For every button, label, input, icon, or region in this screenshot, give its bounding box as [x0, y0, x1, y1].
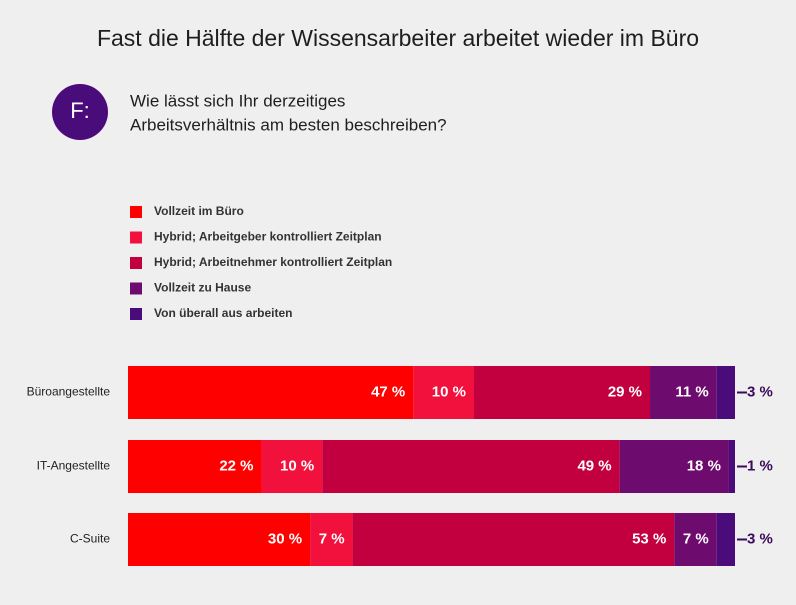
bar-segment: [619, 440, 729, 493]
bar-segment: [674, 513, 717, 566]
value-label: 53 %: [632, 530, 666, 547]
value-label: 7 %: [683, 530, 709, 547]
value-label: 29 %: [608, 383, 642, 400]
bar-segment: [128, 513, 311, 566]
legend-label: Hybrid; Arbeitgeber kontrolliert Zeitpla…: [154, 230, 382, 244]
bar-segment: [650, 366, 717, 419]
bar-segment: [413, 366, 474, 419]
category-label: C-Suite: [70, 532, 110, 546]
value-label: 11 %: [675, 383, 708, 400]
bar-segment: [728, 440, 735, 493]
value-label: 10 %: [432, 383, 466, 400]
legend-swatch: [130, 257, 142, 269]
value-label: 30 %: [268, 530, 302, 547]
bar-segment: [352, 513, 675, 566]
question-badge: [52, 84, 108, 140]
legend-label: Vollzeit zu Hause: [154, 281, 251, 295]
legend-swatch: [130, 308, 142, 320]
value-label: 22 %: [219, 457, 253, 474]
bar-segment: [310, 513, 353, 566]
bar-segment: [261, 440, 323, 493]
bar-segment: [473, 366, 651, 419]
bar-segment: [128, 440, 262, 493]
value-label: 3 %: [747, 383, 773, 400]
legend-label: Von überall aus arbeiten: [154, 306, 292, 320]
bar-segment: [716, 366, 735, 419]
value-label: 47 %: [371, 383, 405, 400]
value-label: 1 %: [747, 457, 773, 474]
legend-swatch: [130, 231, 142, 244]
chart-title: Fast die Hälfte der Wissensarbeiter arbe…: [97, 25, 699, 51]
legend-label: Hybrid; Arbeitnehmer kontrolliert Zeitpl…: [154, 255, 392, 269]
value-label: 10 %: [280, 457, 314, 474]
badge-text: F:: [70, 98, 90, 123]
category-label: IT-Angestellte: [37, 459, 111, 473]
legend-swatch: [130, 282, 142, 295]
bar-segment: [128, 366, 414, 419]
question-line: Arbeitsverhältnis am besten beschreiben?: [130, 115, 447, 134]
bar-segment: [716, 513, 735, 566]
value-label: 7 %: [319, 530, 345, 547]
legend-label: Vollzeit im Büro: [154, 204, 244, 218]
value-label: 18 %: [687, 457, 721, 474]
category-label: Büroangestellte: [27, 385, 111, 399]
question-line: Wie lässt sich Ihr derzeitiges: [130, 91, 345, 110]
legend-swatch: [130, 206, 142, 218]
value-label: 49 %: [577, 457, 611, 474]
bar-segment: [322, 440, 620, 493]
value-label: 3 %: [747, 530, 773, 547]
